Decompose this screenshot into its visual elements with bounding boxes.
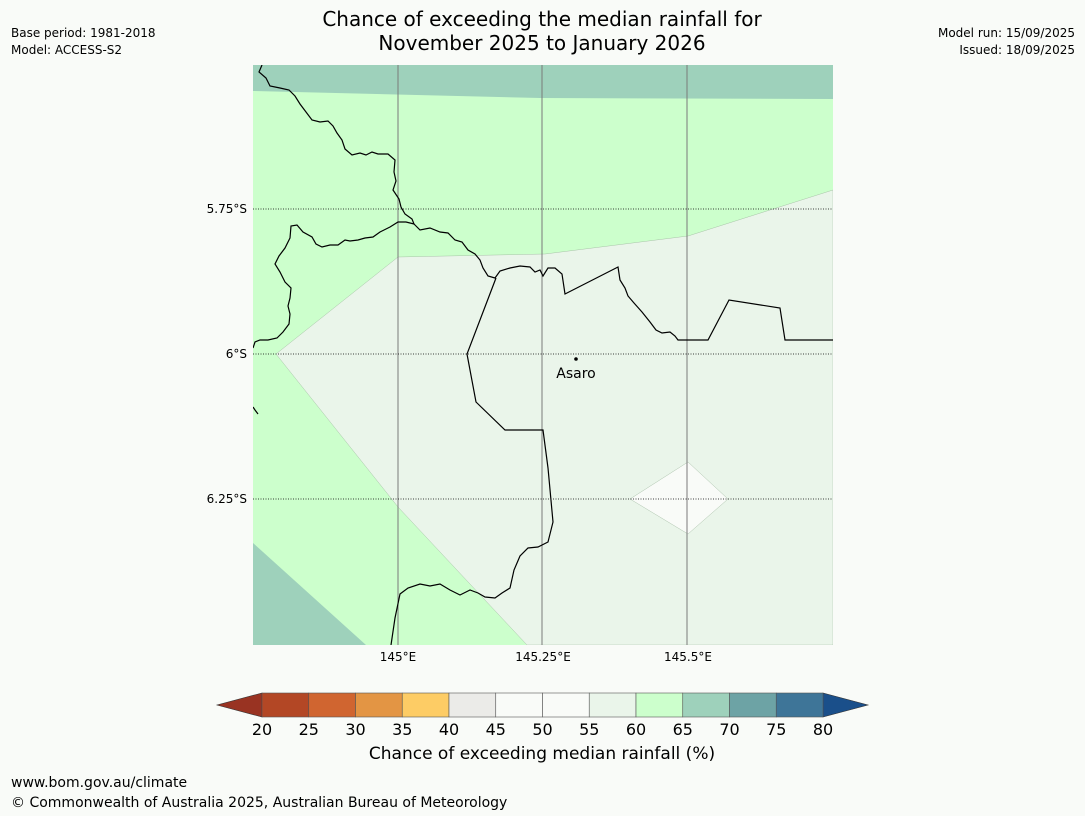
issued-text: Issued: 18/09/2025 xyxy=(959,43,1075,57)
province-boundary-south xyxy=(390,277,554,645)
meta-right: Model run: 15/09/2025 Issued: 18/09/2025 xyxy=(938,25,1075,59)
colorbar-swatch xyxy=(448,692,497,718)
province-boundary-west xyxy=(253,65,415,349)
colorbar-swatch xyxy=(635,692,684,718)
colorbar-swatch xyxy=(542,692,590,718)
base-period-text: Base period: 1981-2018 xyxy=(11,26,156,40)
province-boundary-east xyxy=(413,223,833,341)
colorbar-label: Chance of exceeding median rainfall (%) xyxy=(368,744,716,764)
colorbar-tick-label: 75 xyxy=(766,720,786,739)
colorbar-swatch xyxy=(261,692,310,718)
colorbar-swatch xyxy=(729,692,777,718)
colorbar-tick-label: 35 xyxy=(392,720,412,739)
meta-left: Base period: 1981-2018 Model: ACCESS-S2 xyxy=(11,25,156,59)
colorbar-tick-label: 55 xyxy=(579,720,599,739)
colorbar-swatch xyxy=(401,692,450,718)
colorbar-tick-label: 60 xyxy=(626,720,646,739)
lon-label-145-25: 145.25°E xyxy=(515,650,571,664)
colorbar-tick-label: 25 xyxy=(299,720,319,739)
footer-copyright: © Commonwealth of Australia 2025, Austra… xyxy=(11,795,508,811)
colorbar-swatch xyxy=(308,692,356,718)
lat-label-6: 6°S xyxy=(226,347,247,361)
lon-label-145-5: 145.5°E xyxy=(664,650,712,664)
footer-url: www.bom.gov.au/climate xyxy=(11,775,188,791)
title-line-2: November 2025 to January 2026 xyxy=(378,31,706,55)
lon-label-145: 145°E xyxy=(380,650,417,664)
colorbar-swatch xyxy=(775,692,824,718)
asaro-label: Asaro xyxy=(556,366,595,382)
colorbar-tick-label: 45 xyxy=(486,720,506,739)
colorbar: 20 25 30 35 40 45 50 55 60 65 70 75 80 xyxy=(215,692,870,739)
zone-50-55 xyxy=(629,461,729,535)
model-run-text: Model run: 15/09/2025 xyxy=(937,26,1075,40)
colorbar-tick-label: 70 xyxy=(719,720,739,739)
province-boundary-west-edge xyxy=(253,406,259,415)
map-title: Chance of exceeding the median rainfall … xyxy=(292,7,792,55)
asaro-marker xyxy=(574,357,578,361)
zone-65-70-southwest xyxy=(253,543,366,645)
lat-label-5-75: 5.75°S xyxy=(207,202,247,216)
map-area xyxy=(253,65,833,645)
title-line-1: Chance of exceeding the median rainfall … xyxy=(322,7,762,31)
colorbar-swatch xyxy=(588,692,637,718)
colorbar-swatch xyxy=(495,692,543,718)
colorbar-over-extension xyxy=(822,692,870,718)
colorbar-tick-label: 50 xyxy=(532,720,552,739)
colorbar-swatch xyxy=(355,692,403,718)
colorbar-tick-label: 80 xyxy=(813,720,833,739)
colorbar-tick-label: 65 xyxy=(673,720,693,739)
colorbar-swatch xyxy=(682,692,730,718)
zone-55-60 xyxy=(275,189,833,645)
model-text: Model: ACCESS-S2 xyxy=(11,43,123,57)
lat-label-6-25: 6.25°S xyxy=(207,492,247,506)
colorbar-tick-label: 30 xyxy=(345,720,365,739)
colorbar-tick-label: 20 xyxy=(252,720,272,739)
colorbar-tick-label: 40 xyxy=(439,720,459,739)
colorbar-under-extension xyxy=(215,692,263,718)
